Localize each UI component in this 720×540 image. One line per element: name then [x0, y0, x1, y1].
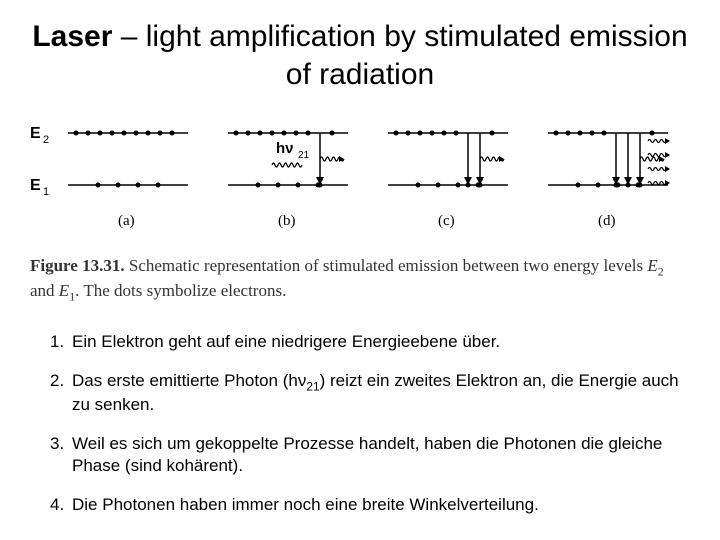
caption-e2sub: 2	[658, 264, 664, 278]
svg-text:2: 2	[43, 134, 49, 146]
item-number: 1.	[50, 331, 64, 352]
caption-text1: Schematic representation of stimulated e…	[125, 256, 648, 275]
item-text-a: Das erste emittierte Photon (h	[72, 371, 298, 390]
svg-text:E: E	[30, 125, 41, 142]
caption-text2: . The dots symbolize electrons.	[75, 281, 286, 300]
stimulated-emission-diagram: E2E1(a)(b)hν21(c)(d)	[28, 115, 692, 245]
item-number: 2.	[50, 370, 64, 391]
svg-text:(a): (a)	[118, 213, 135, 229]
svg-text:E: E	[30, 177, 41, 194]
item-text: Die Photonen haben immer noch eine breit…	[72, 495, 539, 514]
caption-label: Figure 13.31.	[30, 256, 125, 275]
item-number: 4.	[50, 494, 64, 515]
list-item: 1. Ein Elektron geht auf eine niedrigere…	[50, 331, 692, 352]
item-sub: 21	[306, 379, 319, 393]
item-number: 3.	[50, 433, 64, 454]
caption-e1: E	[59, 281, 69, 300]
svg-text:hν: hν	[276, 140, 294, 157]
diagram-svg: E2E1(a)(b)hν21(c)(d)	[28, 115, 688, 245]
caption-e2: E	[647, 256, 657, 275]
svg-text:21: 21	[298, 150, 310, 161]
svg-text:1: 1	[43, 186, 49, 198]
svg-text:(c): (c)	[438, 213, 455, 229]
caption-and: and	[30, 281, 59, 300]
list-item: 3. Weil es sich um gekoppelte Prozesse h…	[50, 433, 692, 476]
title-rest: – light amplification by stimulated emis…	[112, 20, 687, 91]
title-bold: Laser	[32, 20, 112, 53]
svg-text:(b): (b)	[278, 213, 296, 229]
svg-text:(d): (d)	[598, 213, 616, 229]
item-text: Weil es sich um gekoppelte Prozesse hand…	[72, 434, 662, 474]
item-text: Ein Elektron geht auf eine niedrigere En…	[72, 332, 500, 351]
list-item: 2. Das erste emittierte Photon (hν21) re…	[50, 370, 692, 416]
bullet-list: 1. Ein Elektron geht auf eine niedrigere…	[28, 331, 692, 516]
list-item: 4. Die Photonen haben immer noch eine br…	[50, 494, 692, 515]
figure-caption: Figure 13.31. Schematic representation o…	[28, 255, 692, 305]
slide-title: Laser – light amplification by stimulate…	[28, 18, 692, 93]
